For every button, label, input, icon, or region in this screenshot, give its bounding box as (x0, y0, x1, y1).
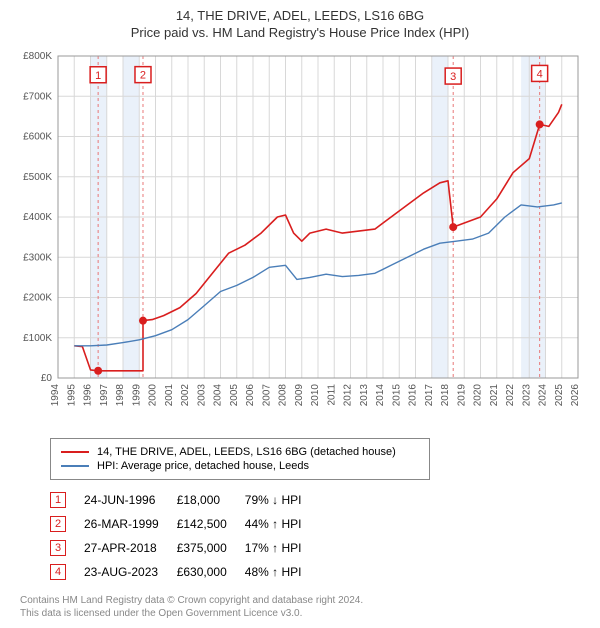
footer-line-2: This data is licensed under the Open Gov… (20, 607, 590, 620)
svg-text:1997: 1997 (99, 384, 110, 407)
sale-price: £142,500 (177, 512, 245, 536)
sale-date: 26-MAR-1999 (84, 512, 177, 536)
svg-text:2: 2 (140, 70, 146, 82)
svg-text:2006: 2006 (245, 384, 256, 407)
svg-text:£400K: £400K (23, 212, 52, 223)
legend-label: 14, THE DRIVE, ADEL, LEEDS, LS16 6BG (de… (97, 446, 396, 458)
chart-plot: £0 £100K £200K £300K £400K £500K £600K £700K £80… (10, 48, 590, 428)
svg-text:2025: 2025 (554, 384, 565, 407)
svg-text:2011: 2011 (326, 384, 337, 406)
chart-title: 14, THE DRIVE, ADEL, LEEDS, LS16 6BG (10, 8, 590, 23)
svg-text:1994: 1994 (50, 384, 61, 407)
sale-pct: 17% ↑ HPI (245, 536, 320, 560)
svg-text:2015: 2015 (391, 384, 402, 407)
svg-text:2021: 2021 (489, 384, 500, 407)
legend-row: HPI: Average price, detached house, Leed… (61, 459, 419, 473)
svg-text:1995: 1995 (66, 384, 77, 407)
legend: 14, THE DRIVE, ADEL, LEEDS, LS16 6BG (de… (50, 438, 430, 480)
svg-text:£800K: £800K (23, 51, 52, 62)
sale-row: 1 24-JUN-1996£18,00079% ↓ HPI (50, 488, 319, 512)
legend-row: 14, THE DRIVE, ADEL, LEEDS, LS16 6BG (de… (61, 445, 419, 459)
sales-table: 1 24-JUN-1996£18,00079% ↓ HPI 2 26-MAR-1999… (50, 488, 319, 584)
sale-marker-icon: 3 (50, 540, 66, 556)
svg-text:1998: 1998 (115, 384, 126, 407)
svg-text:£600K: £600K (23, 132, 52, 143)
svg-text:2016: 2016 (408, 384, 419, 407)
svg-text:2001: 2001 (164, 384, 175, 407)
svg-text:2004: 2004 (213, 384, 224, 407)
svg-text:2009: 2009 (294, 384, 305, 407)
legend-swatch (61, 451, 89, 453)
svg-text:£300K: £300K (23, 252, 52, 263)
sale-date: 27-APR-2018 (84, 536, 177, 560)
svg-text:£500K: £500K (23, 172, 52, 183)
svg-text:£200K: £200K (23, 293, 52, 304)
svg-text:2005: 2005 (229, 384, 240, 407)
svg-text:2023: 2023 (521, 384, 532, 407)
svg-text:1999: 1999 (131, 384, 142, 407)
sale-pct: 44% ↑ HPI (245, 512, 320, 536)
legend-swatch (61, 465, 89, 467)
attribution-footer: Contains HM Land Registry data © Crown c… (20, 594, 590, 620)
svg-text:2007: 2007 (261, 384, 272, 407)
legend-label: HPI: Average price, detached house, Leed… (97, 460, 309, 472)
chart-container: 14, THE DRIVE, ADEL, LEEDS, LS16 6BG Pri… (0, 0, 600, 628)
svg-text:1996: 1996 (83, 384, 94, 407)
svg-text:4: 4 (537, 68, 543, 80)
sale-row: 4 23-AUG-2023£630,00048% ↑ HPI (50, 560, 319, 584)
sale-row: 3 27-APR-2018£375,00017% ↑ HPI (50, 536, 319, 560)
sale-row: 2 26-MAR-1999£142,50044% ↑ HPI (50, 512, 319, 536)
sale-marker-icon: 4 (50, 564, 66, 580)
svg-text:2018: 2018 (440, 384, 451, 407)
svg-text:2019: 2019 (456, 384, 467, 407)
sale-date: 23-AUG-2023 (84, 560, 177, 584)
sale-marker-icon: 2 (50, 516, 66, 532)
sale-price: £18,000 (177, 488, 245, 512)
svg-text:1: 1 (95, 70, 101, 82)
svg-text:2012: 2012 (343, 384, 354, 407)
svg-text:2014: 2014 (375, 384, 386, 407)
chart-subtitle: Price paid vs. HM Land Registry's House … (10, 25, 590, 40)
sale-price: £630,000 (177, 560, 245, 584)
svg-text:£700K: £700K (23, 91, 52, 102)
svg-text:3: 3 (450, 71, 456, 83)
sale-date: 24-JUN-1996 (84, 488, 177, 512)
svg-text:2000: 2000 (148, 384, 159, 407)
svg-text:2026: 2026 (570, 384, 581, 407)
chart-svg: £0 £100K £200K £300K £400K £500K £600K £700K £80… (10, 48, 590, 428)
svg-text:2017: 2017 (424, 384, 435, 407)
svg-text:2003: 2003 (196, 384, 207, 407)
svg-text:£0: £0 (41, 373, 53, 384)
sale-pct: 48% ↑ HPI (245, 560, 320, 584)
sale-pct: 79% ↓ HPI (245, 488, 320, 512)
svg-text:2013: 2013 (359, 384, 370, 407)
footer-line-1: Contains HM Land Registry data © Crown c… (20, 594, 590, 607)
sale-price: £375,000 (177, 536, 245, 560)
svg-text:2020: 2020 (473, 384, 484, 407)
sale-marker-icon: 1 (50, 492, 66, 508)
svg-text:2002: 2002 (180, 384, 191, 407)
svg-text:2022: 2022 (505, 384, 516, 407)
svg-text:£100K: £100K (23, 333, 52, 344)
svg-text:2008: 2008 (278, 384, 289, 407)
svg-text:2010: 2010 (310, 384, 321, 407)
svg-text:2024: 2024 (538, 384, 549, 407)
